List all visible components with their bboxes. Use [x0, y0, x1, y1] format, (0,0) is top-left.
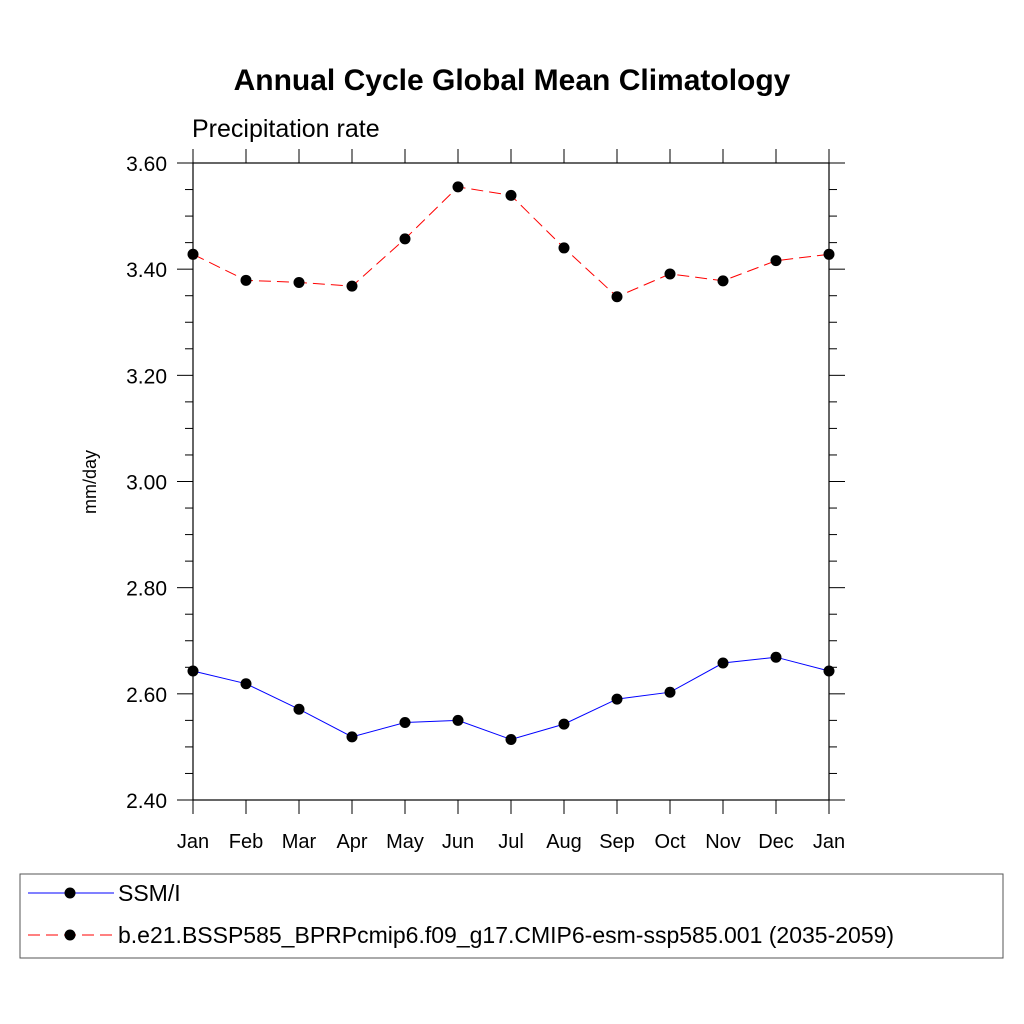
x-tick-label: May: [386, 831, 424, 853]
series-2: [187, 181, 835, 303]
x-tick-label: Nov: [705, 831, 741, 853]
chart-title: Annual Cycle Global Mean Climatology: [234, 64, 791, 97]
y-tick-label: 3.20: [126, 365, 167, 388]
x-tick-label: Oct: [654, 831, 686, 853]
data-point: [399, 716, 411, 728]
x-tick-label: Sep: [599, 831, 635, 853]
legend: SSM/I b.e21.BSSP585_BPRPcmip6.f09_g17.CMI…: [19, 873, 1004, 959]
x-tick-label: Mar: [282, 831, 317, 853]
data-point: [346, 280, 358, 292]
legend-label: SSM/I: [118, 880, 181, 906]
y-tick-label: 2.80: [126, 578, 167, 601]
axis-ticks: 2.40 2.60 2.80 3.00 3.20 3.40 3.60 Jan Feb Mar Apr…: [126, 149, 845, 853]
data-point: [452, 181, 464, 193]
y-tick-label: 2.40: [126, 790, 167, 813]
y-tick-label: 3.00: [126, 472, 167, 495]
data-point: [505, 733, 517, 745]
x-tick-label: Aug: [546, 831, 582, 853]
series-line: [192, 186, 830, 298]
data-point: [717, 275, 729, 287]
data-point: [770, 255, 782, 267]
data-point: [664, 686, 676, 698]
data-point: [452, 714, 464, 726]
series-line: [192, 656, 830, 741]
data-point: [558, 242, 570, 254]
data-point: [770, 651, 782, 663]
y-axis-label: mm/day: [80, 450, 100, 514]
data-point: [240, 678, 252, 690]
legend-label: b.e21.BSSP585_BPRPcmip6.f09_g17.CMIP6-es…: [118, 922, 894, 948]
x-tick-label: Apr: [336, 831, 367, 853]
data-point: [717, 657, 729, 669]
chart-subtitle: Precipitation rate: [192, 115, 380, 143]
y-tick-label: 2.60: [126, 684, 167, 707]
plot-frame: [192, 162, 830, 801]
x-tick-label: Jun: [442, 831, 474, 853]
y-tick-label: 3.60: [126, 153, 167, 176]
data-point: [240, 274, 252, 286]
data-point: [664, 268, 676, 280]
x-tick-label: Dec: [758, 831, 794, 853]
data-point: [558, 718, 570, 730]
data-point: [399, 233, 411, 245]
data-point: [611, 693, 623, 705]
data-point: [505, 189, 517, 201]
legend-marker: [64, 929, 76, 941]
data-point: [346, 731, 358, 743]
legend-box: [19, 873, 1004, 959]
series-layer: [187, 181, 835, 745]
legend-marker: [64, 887, 76, 899]
y-tick-label: 3.40: [126, 259, 167, 282]
data-point: [293, 703, 305, 715]
data-point: [611, 291, 623, 303]
x-tick-label: Feb: [229, 831, 263, 853]
data-point: [293, 276, 305, 288]
x-tick-label: Jul: [498, 831, 524, 853]
x-tick-label: Jan: [177, 831, 209, 853]
series-1: [187, 651, 835, 745]
x-tick-label: Jan: [813, 831, 845, 853]
